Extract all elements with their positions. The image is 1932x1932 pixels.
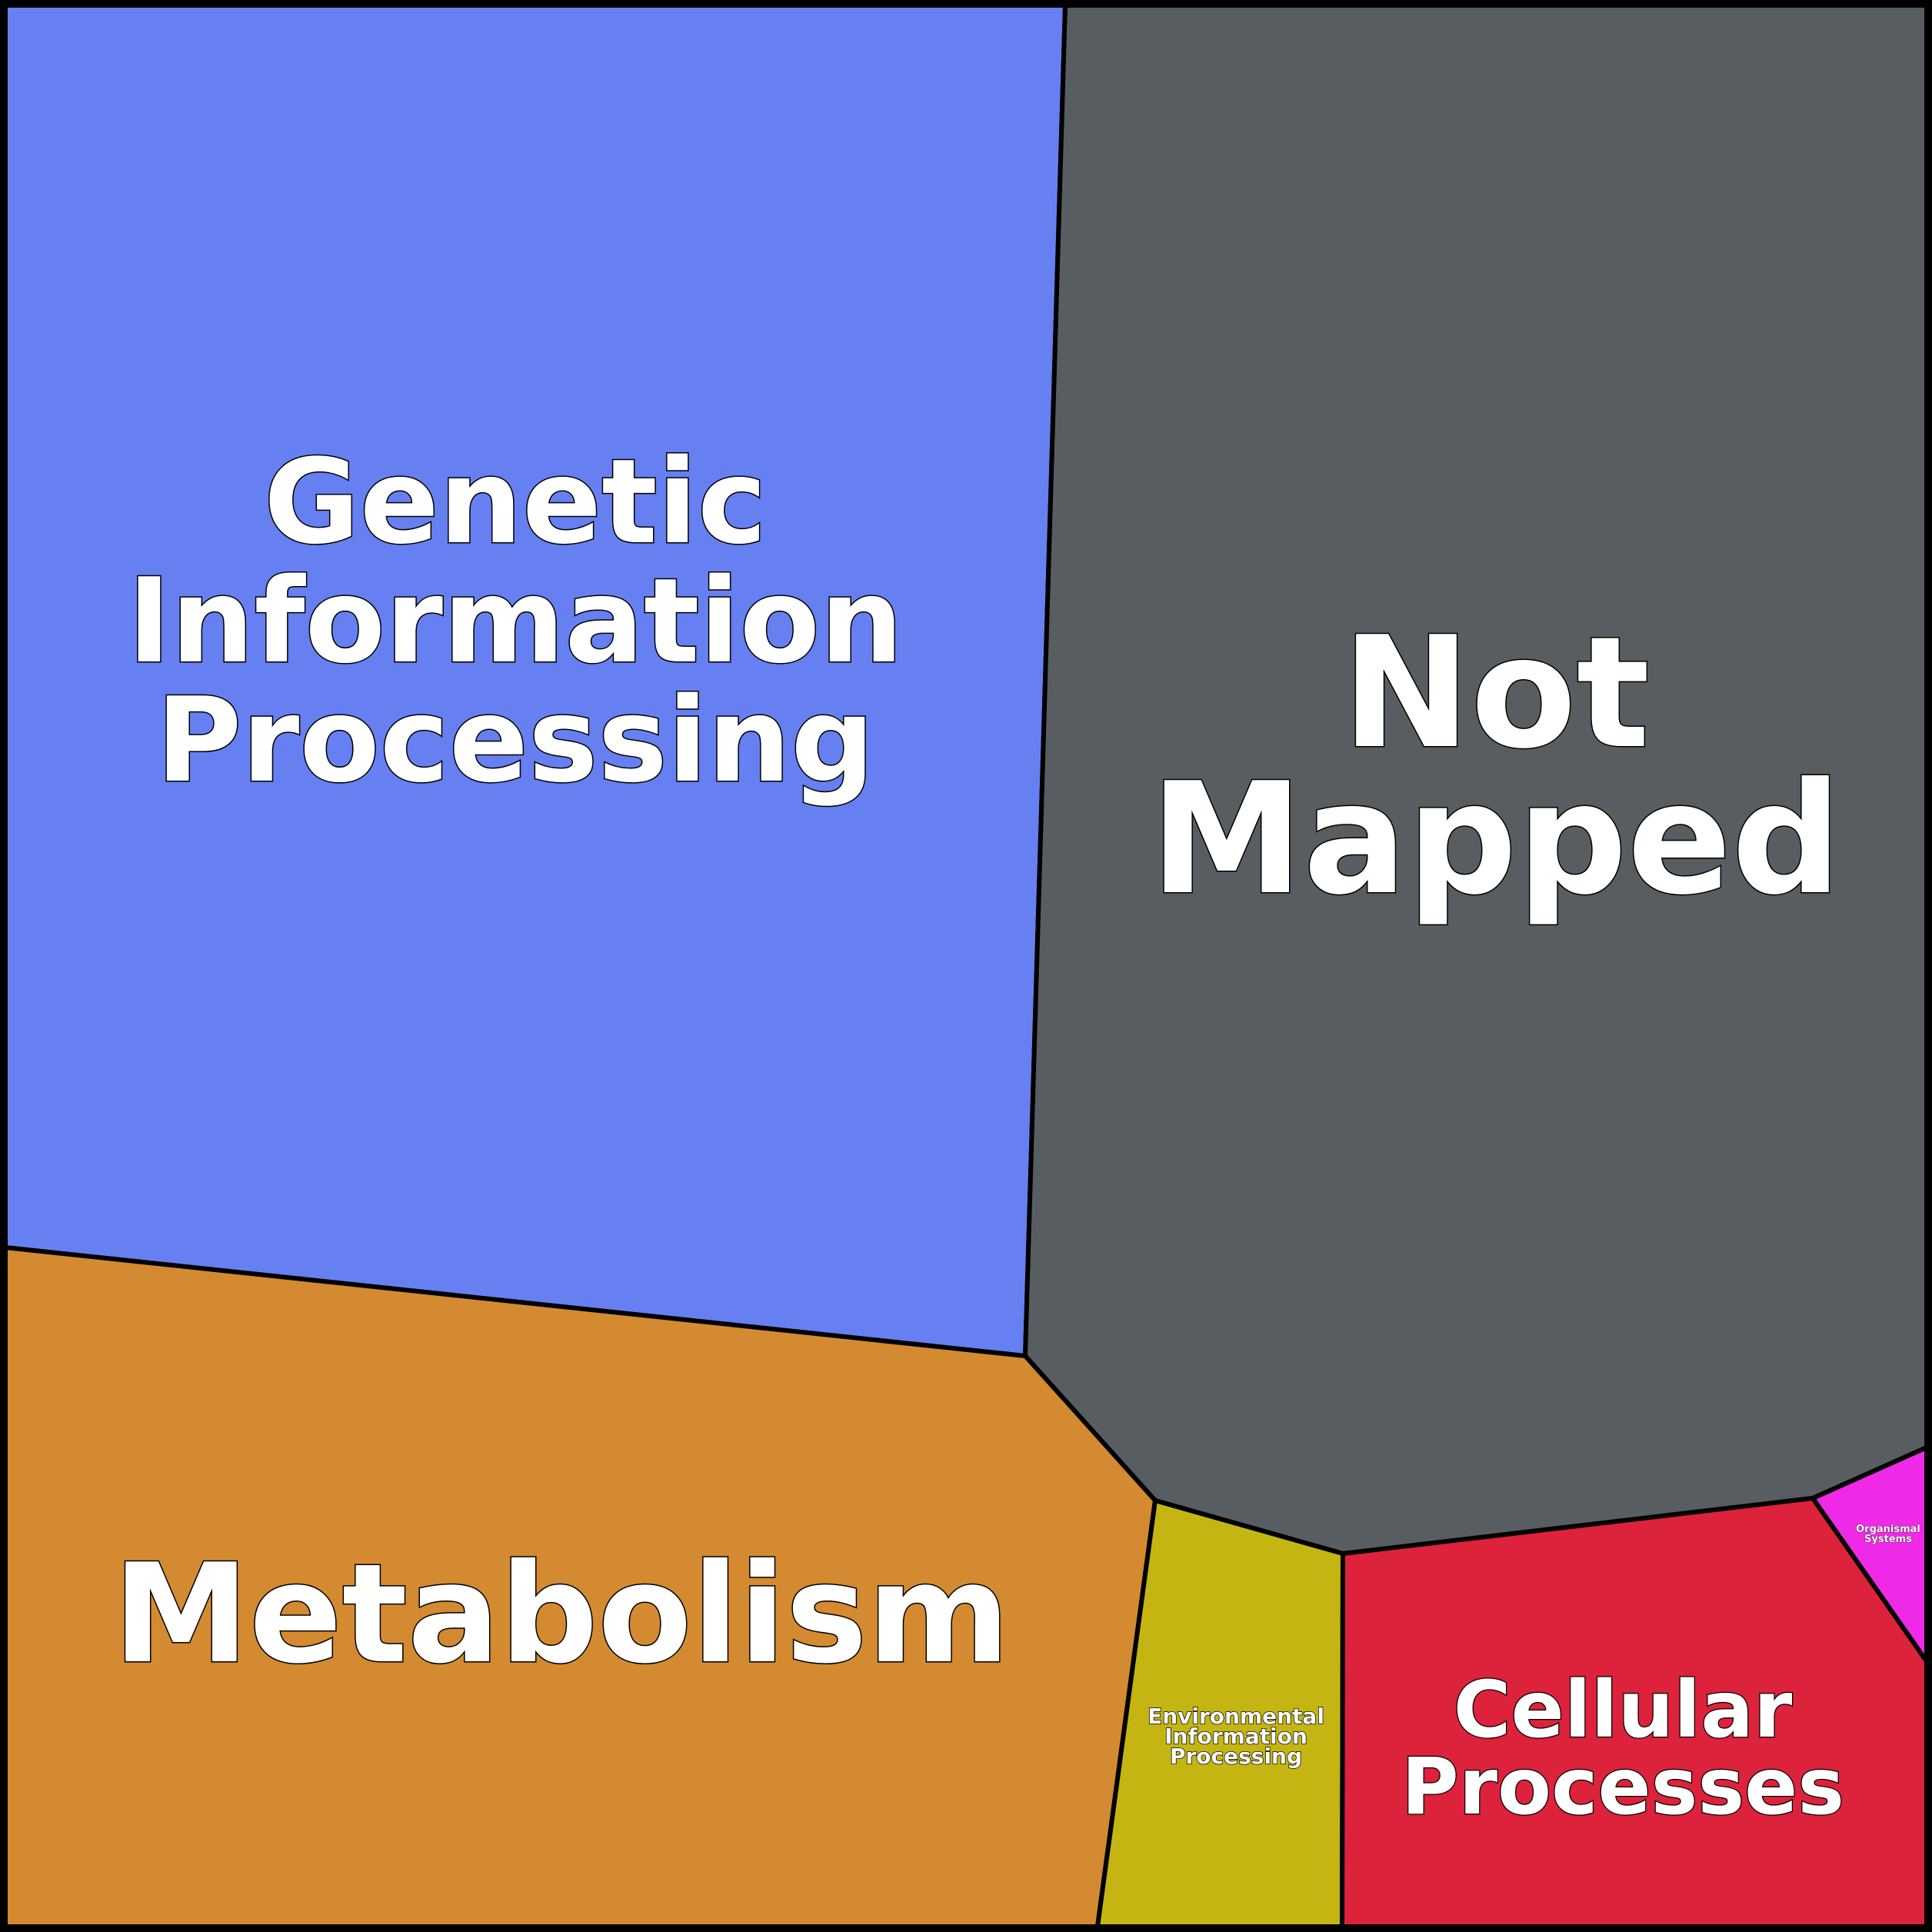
labels-layer: Genetic Information Processing Not MappedMet… xyxy=(112,433,1920,1834)
cell-label-line: Metabolism xyxy=(113,1534,1010,1694)
cell-label-line: Cellular xyxy=(1454,1664,1793,1756)
cells-layer xyxy=(3,3,1929,1929)
cell-label-line: Processes xyxy=(1401,1741,1844,1833)
cell-label-genetic: Genetic Information Processing xyxy=(128,434,904,808)
cell-label-line: Mapped xyxy=(1150,750,1841,929)
cell-label-organismal: Organismal Systems xyxy=(1856,1524,1920,1545)
cell-label-line: Information xyxy=(128,553,904,689)
cell-label-line: Genetic xyxy=(264,434,767,570)
cell-label-line: Environmental xyxy=(1148,1704,1324,1729)
cell-label-cellular: Cellular Processes xyxy=(1401,1664,1844,1833)
cell-label-line: Processing xyxy=(156,672,874,808)
cell-label-line: Systems xyxy=(1864,1534,1912,1545)
cell-label-not-mapped: Not Mapped xyxy=(1150,604,1841,929)
cell-label-line: Processing xyxy=(1170,1744,1302,1769)
cell-label-line: Information xyxy=(1164,1724,1307,1749)
cell-label-metabolism: Metabolism xyxy=(113,1534,1010,1694)
cell-label-line: Organismal xyxy=(1856,1524,1920,1535)
cell-label-environmental: Environmental Information Processing xyxy=(1148,1704,1324,1769)
cell-label-line: Not xyxy=(1342,604,1650,783)
